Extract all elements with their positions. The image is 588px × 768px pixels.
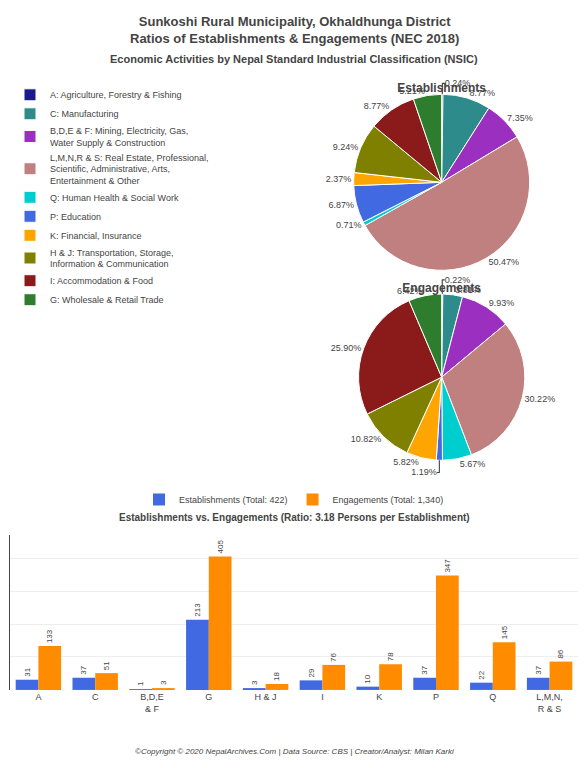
svg-text:Engagements (Total: 1,340): Engagements (Total: 1,340) [333, 495, 444, 505]
svg-text:145: 145 [500, 625, 509, 639]
svg-text:Establishments vs. Engagements: Establishments vs. Engagements (Ratio: 3… [119, 512, 470, 523]
svg-text:78: 78 [386, 652, 395, 661]
svg-text:K: Financial, Insurance: K: Financial, Insurance [50, 231, 142, 241]
svg-text:133: 133 [45, 629, 54, 643]
svg-text:A: A [35, 692, 41, 702]
svg-text:18: 18 [272, 672, 281, 681]
svg-text:3.81%: 3.81% [455, 285, 481, 295]
svg-text:29: 29 [307, 668, 316, 677]
svg-text:347: 347 [443, 559, 452, 573]
svg-text:213: 213 [193, 603, 202, 617]
svg-text:405: 405 [216, 540, 225, 554]
svg-text:0.22%: 0.22% [445, 275, 471, 285]
svg-text:6.87%: 6.87% [328, 200, 354, 210]
svg-text:L,M,N,R & S: Real Estate, Prof: L,M,N,R & S: Real Estate, Professional,S… [50, 153, 209, 186]
svg-text:Economic Activities by Nepal S: Economic Activities by Nepal Standard In… [110, 53, 478, 65]
svg-text:B,D,E& F: B,D,E& F [140, 692, 164, 714]
svg-text:C: Manufacturing: C: Manufacturing [50, 109, 119, 119]
svg-text:8.77%: 8.77% [469, 88, 495, 98]
svg-text:3: 3 [159, 680, 168, 685]
svg-text:9.93%: 9.93% [489, 298, 515, 308]
svg-text:51: 51 [102, 661, 111, 670]
svg-text:6.42%: 6.42% [397, 286, 423, 296]
svg-text:P: Education: P: Education [50, 212, 101, 222]
svg-text:37: 37 [79, 665, 88, 674]
svg-text:25.90%: 25.90% [331, 343, 362, 353]
svg-text:9.24%: 9.24% [333, 142, 359, 152]
svg-text:H & J: Transportation, Storage: H & J: Transportation, Storage,Informati… [50, 248, 174, 270]
svg-text:C: C [92, 692, 99, 702]
svg-text:Engagements: Engagements [402, 281, 481, 295]
svg-text:10: 10 [363, 674, 372, 683]
svg-text:Sunkoshi Rural Municipality, O: Sunkoshi Rural Municipality, Okhaldhunga… [130, 14, 459, 46]
svg-text:Establishments: Establishments [397, 81, 486, 95]
svg-text:1.19%: 1.19% [411, 467, 437, 477]
svg-text:2.37%: 2.37% [326, 174, 352, 184]
svg-text:K: K [376, 692, 382, 702]
svg-text:30.22%: 30.22% [525, 394, 556, 404]
svg-text:5.21%: 5.21% [399, 86, 425, 96]
svg-text:I: Accommodation & Food: I: Accommodation & Food [50, 276, 153, 286]
svg-text:B,D,E & F: Mining, Electricity: B,D,E & F: Mining, Electricity, Gas,Wate… [50, 126, 188, 148]
svg-text:0.24%: 0.24% [445, 78, 471, 88]
svg-text:1: 1 [136, 681, 145, 686]
svg-text:5.67%: 5.67% [460, 459, 486, 469]
svg-text:©Copyright © 2020 NepalArchive: ©Copyright © 2020 NepalArchives.Com | Da… [135, 747, 454, 756]
svg-text:G: G [205, 692, 212, 702]
svg-text:Establishments (Total: 422): Establishments (Total: 422) [179, 495, 288, 505]
svg-text:P: P [433, 692, 439, 702]
svg-text:G: Wholesale & Retail Trade: G: Wholesale & Retail Trade [50, 295, 164, 305]
svg-text:76: 76 [329, 652, 338, 661]
svg-text:37: 37 [534, 665, 543, 674]
svg-text:10.82%: 10.82% [351, 434, 382, 444]
svg-text:86: 86 [556, 649, 565, 658]
svg-text:L,M,N,R & S: L,M,N,R & S [536, 692, 563, 714]
svg-text:7.35%: 7.35% [507, 113, 533, 123]
svg-text:50.47%: 50.47% [489, 257, 520, 267]
svg-text:I: I [321, 692, 324, 702]
svg-text:22: 22 [477, 670, 486, 679]
svg-text:Q: Human Health & Social Work: Q: Human Health & Social Work [50, 193, 179, 203]
svg-text:Q: Q [489, 692, 496, 702]
svg-text:31: 31 [23, 667, 32, 676]
svg-text:0.71%: 0.71% [336, 220, 362, 230]
svg-text:3: 3 [250, 680, 259, 685]
svg-text:A: Agriculture, Forestry & Fis: A: Agriculture, Forestry & Fishing [50, 90, 182, 100]
svg-text:H & J: H & J [255, 692, 277, 702]
svg-text:37: 37 [420, 665, 429, 674]
svg-text:8.77%: 8.77% [364, 101, 390, 111]
svg-text:5.82%: 5.82% [393, 457, 419, 467]
